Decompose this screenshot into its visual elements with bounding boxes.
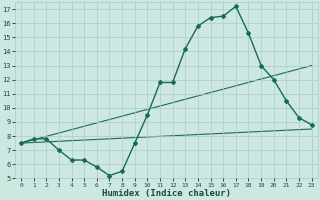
X-axis label: Humidex (Indice chaleur): Humidex (Indice chaleur) [102,189,231,198]
